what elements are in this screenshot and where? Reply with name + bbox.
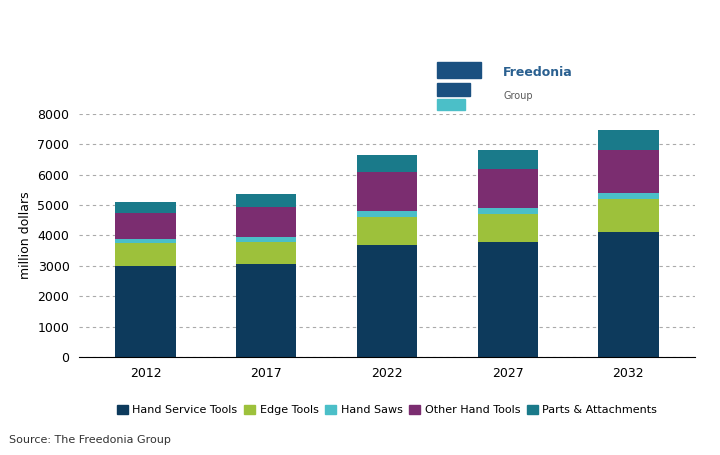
Text: Source: The Freedonia Group: Source: The Freedonia Group [9,435,171,445]
Bar [357,245,417,357]
Legend: Hand Service Tools, Edge Tools, Hand Saws, Other Hand Tools, Parts & Attachments: Hand Service Tools, Edge Tools, Hand Saw… [112,400,662,420]
Bar [115,212,176,238]
Bar [598,193,659,199]
Bar [115,243,176,266]
Bar [115,266,176,357]
Bar [477,242,538,357]
Bar [477,168,538,208]
Bar [357,155,417,172]
Bar [598,199,659,233]
Bar [236,237,297,242]
Text: Group: Group [503,91,533,101]
Bar [236,264,297,357]
Bar [357,172,417,211]
Y-axis label: million dollars: million dollars [19,192,32,279]
Bar [236,194,297,207]
Bar [598,233,659,357]
Bar [115,202,176,212]
Bar [438,62,481,78]
Text: Figure 3-4.: Figure 3-4. [13,7,89,20]
Bar [598,150,659,193]
Bar [115,238,176,243]
Bar [236,207,297,237]
Bar [438,83,470,96]
Bar [477,214,538,242]
Bar [598,131,659,150]
Bar [236,242,297,264]
Bar [477,208,538,214]
Text: Hand Tool Demand by Product,: Hand Tool Demand by Product, [13,29,230,42]
Bar [438,100,465,111]
Text: (million dollars): (million dollars) [13,76,124,89]
Text: Freedonia: Freedonia [503,66,573,79]
Text: 2012, 2017, 2022, 2027, & 2032: 2012, 2017, 2022, 2027, & 2032 [13,54,240,67]
Bar [477,150,538,168]
Bar [357,217,417,245]
Bar [357,211,417,217]
